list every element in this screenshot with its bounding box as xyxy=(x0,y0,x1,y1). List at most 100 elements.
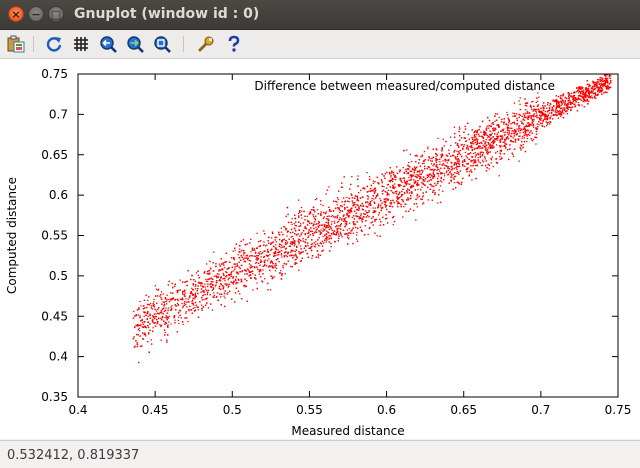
scatter-point xyxy=(298,217,299,218)
scatter-point xyxy=(402,216,403,217)
scatter-point xyxy=(535,111,536,112)
scatter-point xyxy=(453,168,454,169)
scatter-point xyxy=(372,200,373,201)
scatter-point xyxy=(299,210,300,211)
scatter-point xyxy=(150,318,151,319)
scatter-point xyxy=(320,213,321,214)
previous-zoom-button[interactable] xyxy=(98,34,118,54)
scatter-point xyxy=(536,112,537,113)
scatter-point xyxy=(420,199,421,200)
scatter-point xyxy=(524,137,525,138)
scatter-point xyxy=(473,153,474,154)
scatter-point xyxy=(490,158,491,159)
scatter-point xyxy=(465,152,466,153)
plot-area[interactable]: 0.4 0.45 0.5 0.55 0.6 0.65 0.7 0.75 0.35 0.4 0.45… xyxy=(0,59,640,439)
scatter-point xyxy=(369,176,370,177)
scatter-point xyxy=(491,159,492,160)
settings-button[interactable] xyxy=(196,34,216,54)
minimize-button[interactable]: − xyxy=(28,6,44,22)
scatter-point xyxy=(346,197,347,198)
scatter-point xyxy=(421,182,422,183)
scatter-point xyxy=(366,206,367,207)
scatter-point xyxy=(329,235,330,236)
scatter-point xyxy=(563,107,564,108)
scatter-point xyxy=(365,202,366,203)
scatter-point xyxy=(405,169,406,170)
scatter-point xyxy=(600,91,601,92)
scatter-point xyxy=(581,105,582,106)
scatter-point xyxy=(524,141,525,142)
scatter-point xyxy=(347,235,348,236)
scatter-point xyxy=(184,301,185,302)
scatter-point xyxy=(310,234,311,235)
scatter-chart[interactable]: 0.4 0.45 0.5 0.55 0.6 0.65 0.7 0.75 0.350.40.45… xyxy=(0,59,640,439)
scatter-point xyxy=(381,203,382,204)
scatter-point xyxy=(341,235,342,236)
scatter-point xyxy=(184,294,185,295)
scatter-point xyxy=(355,224,356,225)
maximize-button[interactable]: □ xyxy=(48,6,64,22)
scatter-point xyxy=(353,215,354,216)
scatter-point xyxy=(540,108,541,109)
scatter-point xyxy=(592,86,593,87)
scatter-point xyxy=(396,193,397,194)
scatter-point xyxy=(471,145,472,146)
scatter-point xyxy=(478,148,479,149)
scatter-point xyxy=(331,246,332,247)
scatter-point xyxy=(337,215,338,216)
scatter-point xyxy=(134,327,135,328)
scatter-point xyxy=(403,167,404,168)
scatter-point xyxy=(261,281,262,282)
scatter-point xyxy=(290,266,291,267)
copy-to-clipboard-button[interactable] xyxy=(6,34,26,54)
scatter-point xyxy=(530,105,531,106)
scatter-point xyxy=(578,88,579,89)
scatter-point xyxy=(269,270,270,271)
scatter-point xyxy=(311,244,312,245)
replot-button[interactable] xyxy=(44,34,64,54)
grid-button[interactable] xyxy=(71,34,91,54)
scatter-point xyxy=(435,153,436,154)
scatter-point xyxy=(252,273,253,274)
title-bar[interactable]: × − □ Gnuplot (window id : 0) xyxy=(0,0,640,30)
scatter-point xyxy=(386,172,387,173)
scatter-point xyxy=(368,234,369,235)
scatter-point xyxy=(153,299,154,300)
scatter-point xyxy=(550,116,551,117)
scatter-point xyxy=(368,210,369,211)
close-button[interactable]: × xyxy=(8,6,24,22)
scatter-point xyxy=(550,103,551,104)
scatter-point xyxy=(542,105,543,106)
scatter-point xyxy=(470,152,471,153)
scatter-point xyxy=(163,293,164,294)
scatter-point xyxy=(384,199,385,200)
scatter-point xyxy=(386,209,387,210)
scatter-point xyxy=(487,149,488,150)
scatter-point xyxy=(477,165,478,166)
scatter-point xyxy=(218,274,219,275)
scatter-point xyxy=(240,260,241,261)
scatter-point xyxy=(292,218,293,219)
scatter-point xyxy=(249,242,250,243)
scatter-point xyxy=(537,124,538,125)
scatter-point xyxy=(490,151,491,152)
minimize-icon: − xyxy=(31,9,40,20)
scatter-point xyxy=(157,313,158,314)
scatter-point xyxy=(185,313,186,314)
help-button[interactable] xyxy=(224,34,244,54)
scatter-point xyxy=(407,173,408,174)
settings-icon xyxy=(197,35,215,53)
grid-icon xyxy=(72,35,90,53)
scatter-point xyxy=(556,112,557,113)
scatter-point xyxy=(463,146,464,147)
next-zoom-button[interactable] xyxy=(125,34,145,54)
scatter-point xyxy=(140,325,141,326)
scatter-point xyxy=(339,209,340,210)
autoscale-button[interactable] xyxy=(152,34,172,54)
scatter-point xyxy=(583,90,584,91)
scatter-point xyxy=(207,286,208,287)
scatter-point xyxy=(504,143,505,144)
scatter-point xyxy=(578,102,579,103)
scatter-point xyxy=(373,180,374,181)
scatter-point xyxy=(296,256,297,257)
